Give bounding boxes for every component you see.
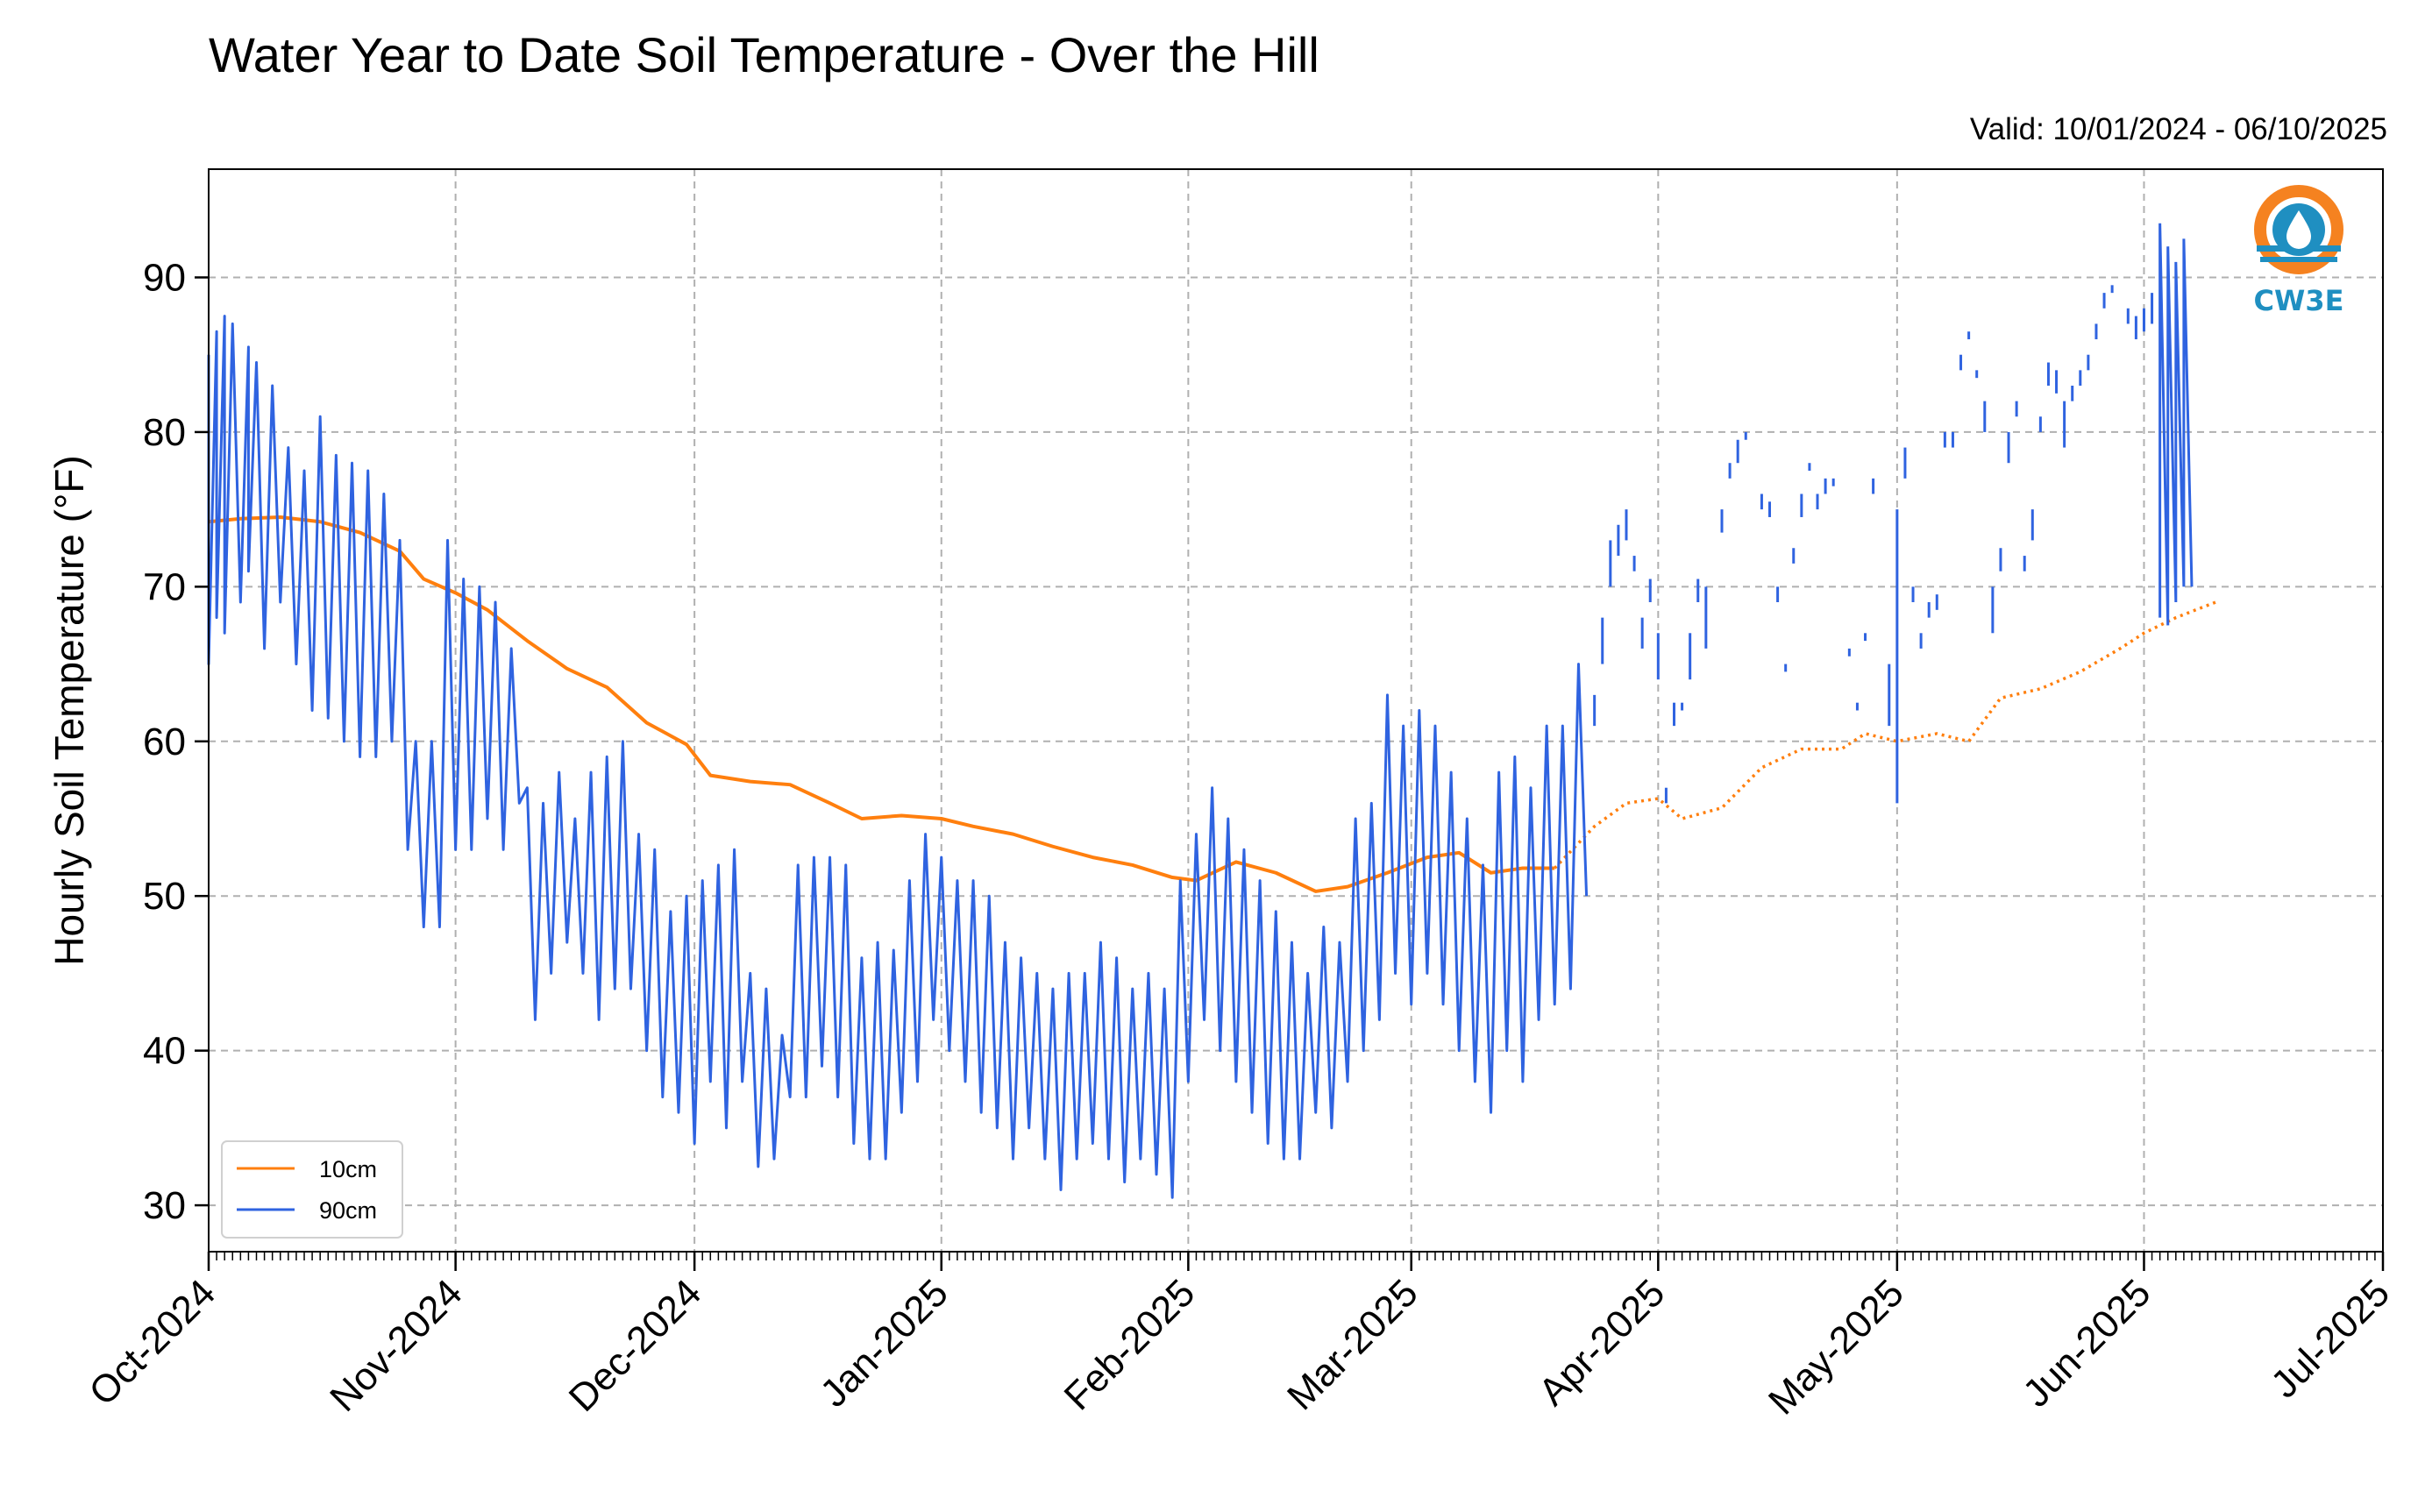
x-tick-label: Jun-2025 — [2015, 1271, 2158, 1415]
x-tick-label: Apr-2025 — [1531, 1271, 1674, 1414]
y-axis: 30 40 50 60 70 80 90 — [143, 257, 209, 1227]
cw3e-logo: CW3E — [2254, 185, 2344, 317]
x-axis: Oct-2024 Nov-2024 Dec-2024 Jan-2025 Feb-2025… — [81, 1252, 2398, 1423]
x-tick-label: Oct-2024 — [81, 1271, 224, 1414]
logo-drop-icon — [2286, 210, 2311, 249]
x-tick-label: Jan-2025 — [812, 1271, 956, 1415]
y-axis-label: Hourly Soil Temperature (°F) — [46, 455, 92, 966]
series-10cm-line — [208, 515, 1555, 893]
y-tick-label: 50 — [143, 875, 186, 918]
legend: 10cm 90cm — [221, 1140, 403, 1239]
x-tick-label: Mar-2025 — [1279, 1271, 1426, 1418]
x-tick-label: Nov-2024 — [322, 1271, 471, 1420]
x-tick-label: Dec-2024 — [561, 1271, 710, 1420]
logo-text: CW3E — [2254, 284, 2344, 317]
y-tick-label: 80 — [143, 411, 186, 454]
x-tick-label: Feb-2025 — [1056, 1271, 1204, 1418]
series-90cm — [207, 223, 2194, 1199]
series-10cm — [208, 515, 2216, 893]
series-90cm-line — [207, 315, 1589, 1199]
valid-range-label: Valid: 10/01/2024 - 06/10/2025 — [1969, 112, 2387, 146]
x-tick-label: May-2025 — [1760, 1271, 1912, 1423]
grid-lines — [209, 169, 2383, 1252]
legend-label-90cm: 90cm — [319, 1197, 377, 1224]
x-tick-label: Jul-2025 — [2263, 1271, 2398, 1406]
y-tick-label: 30 — [143, 1184, 186, 1227]
logo-wave-2 — [2260, 257, 2337, 262]
legend-label-10cm: 10cm — [319, 1156, 377, 1182]
legend-box — [221, 1140, 403, 1239]
logo-ring — [2254, 185, 2343, 274]
y-tick-label: 60 — [143, 721, 186, 763]
series-10cm-sparse-line — [1553, 600, 2216, 870]
y-tick-label: 90 — [143, 257, 186, 300]
chart-title: Water Year to Date Soil Temperature - Ov… — [209, 27, 1319, 82]
series-90cm-final-segment — [2158, 223, 2194, 626]
plot-frame — [208, 168, 2384, 1253]
y-tick-label: 40 — [143, 1030, 186, 1073]
y-tick-label: 70 — [143, 565, 186, 608]
